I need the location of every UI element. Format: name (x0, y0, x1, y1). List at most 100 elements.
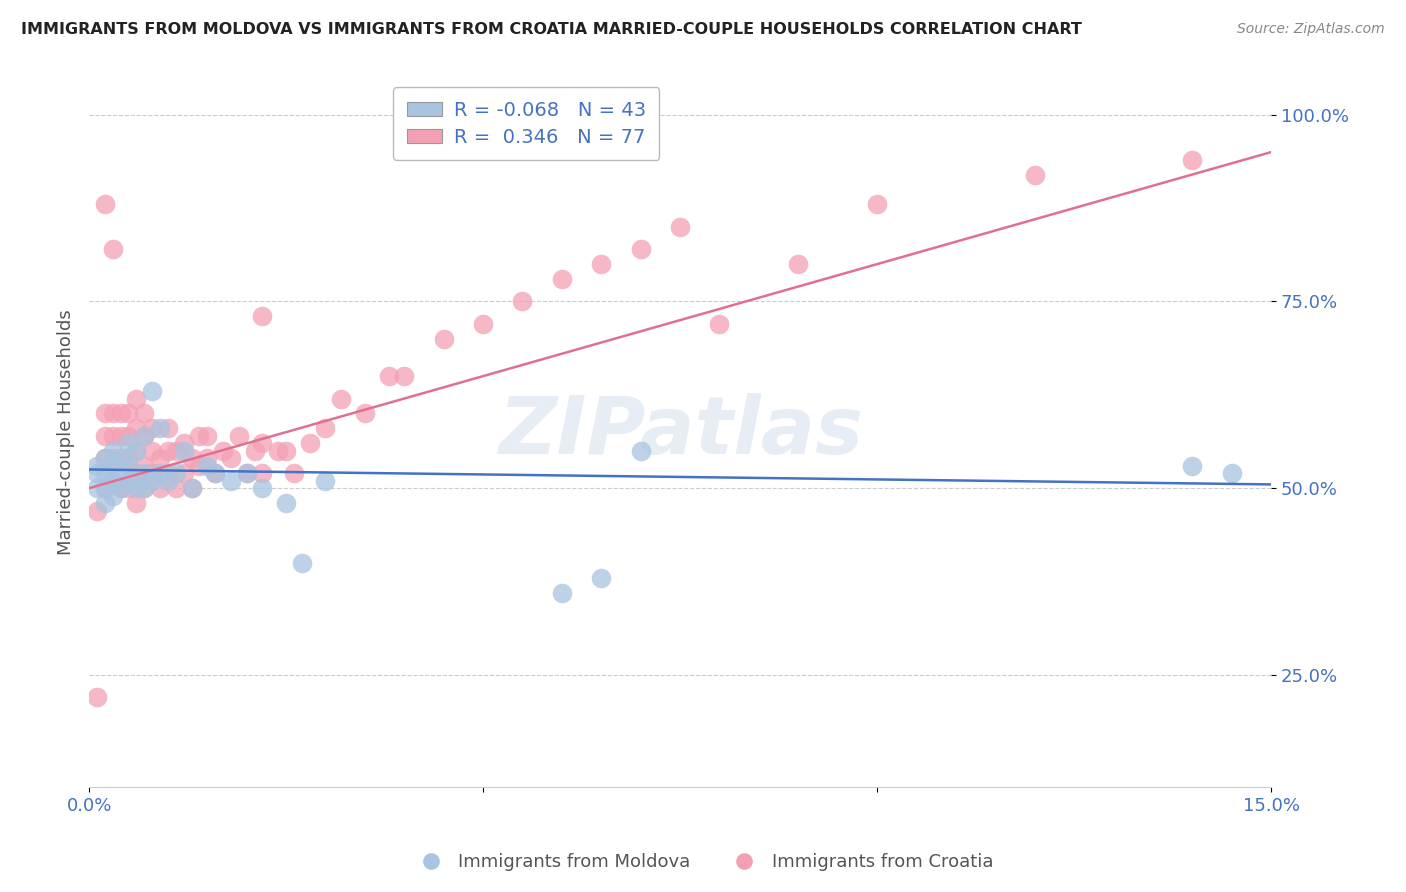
Y-axis label: Married-couple Households: Married-couple Households (58, 310, 75, 555)
Point (125, 443, 148, 458)
Point (94, 481, 117, 495)
Point (377, 369, 399, 384)
Point (252, 481, 274, 495)
Point (134, 429, 156, 443)
Point (204, 467, 226, 481)
Point (110, 429, 132, 443)
Point (252, 310, 274, 324)
Point (354, 407, 377, 421)
Point (180, 481, 202, 495)
Point (252, 467, 274, 481)
Point (156, 467, 179, 481)
Point (243, 443, 266, 458)
Point (149, 451, 172, 466)
Point (165, 467, 187, 481)
Text: IMMIGRANTS FROM MOLDOVA VS IMMIGRANTS FROM CROATIA MARRIED-COUPLE HOUSEHOLDS COR: IMMIGRANTS FROM MOLDOVA VS IMMIGRANTS FR… (21, 22, 1083, 37)
Point (101, 489, 124, 503)
Point (86, 690, 108, 705)
Point (110, 481, 132, 495)
Point (149, 481, 172, 495)
Point (141, 474, 163, 488)
Point (669, 219, 692, 234)
Point (141, 467, 163, 481)
Point (156, 443, 179, 458)
Point (709, 317, 731, 331)
Point (94, 496, 117, 510)
Point (101, 474, 124, 488)
Point (94, 451, 117, 466)
Point (149, 421, 172, 435)
Point (134, 407, 156, 421)
Point (86, 481, 108, 495)
Point (274, 443, 297, 458)
Point (195, 451, 218, 466)
Point (1181, 458, 1204, 473)
Point (101, 451, 124, 466)
Point (195, 429, 218, 443)
Point (1024, 168, 1046, 182)
Point (110, 467, 132, 481)
Point (110, 451, 132, 466)
Point (314, 421, 336, 435)
Point (180, 451, 202, 466)
Point (219, 474, 242, 488)
Point (94, 481, 117, 495)
Point (94, 197, 117, 211)
Point (1181, 153, 1204, 167)
Point (866, 197, 889, 211)
Point (252, 436, 274, 450)
Point (117, 436, 139, 450)
Point (188, 458, 211, 473)
Point (94, 407, 117, 421)
Point (212, 443, 235, 458)
Point (117, 451, 139, 466)
Point (94, 429, 117, 443)
Point (110, 407, 132, 421)
Point (173, 467, 195, 481)
Point (134, 467, 156, 481)
Point (156, 474, 179, 488)
Point (314, 474, 336, 488)
Point (472, 317, 495, 331)
Point (591, 257, 613, 271)
Point (149, 467, 172, 481)
Point (330, 392, 353, 406)
Point (110, 451, 132, 466)
Point (110, 481, 132, 495)
Point (125, 467, 148, 481)
Point (101, 443, 124, 458)
Text: ZIPatlas: ZIPatlas (498, 393, 863, 471)
Point (134, 481, 156, 495)
Point (267, 443, 290, 458)
Point (117, 407, 139, 421)
Point (156, 421, 179, 435)
Point (195, 458, 218, 473)
Point (551, 585, 574, 599)
Point (274, 496, 297, 510)
Legend: Immigrants from Moldova, Immigrants from Croatia: Immigrants from Moldova, Immigrants from… (406, 847, 1000, 879)
Point (173, 436, 195, 450)
Point (298, 436, 321, 450)
Point (235, 467, 257, 481)
Point (86, 458, 108, 473)
Point (283, 467, 305, 481)
Point (291, 556, 314, 570)
Point (117, 429, 139, 443)
Point (134, 429, 156, 443)
Point (433, 332, 456, 346)
Point (165, 443, 187, 458)
Point (117, 474, 139, 488)
Point (125, 496, 148, 510)
Point (94, 467, 117, 481)
Point (228, 429, 250, 443)
Point (86, 503, 108, 517)
Point (551, 272, 574, 286)
Point (117, 481, 139, 495)
Point (101, 458, 124, 473)
Point (591, 571, 613, 585)
Point (94, 451, 117, 466)
Point (787, 257, 810, 271)
Point (101, 407, 124, 421)
Point (188, 429, 211, 443)
Point (141, 384, 163, 398)
